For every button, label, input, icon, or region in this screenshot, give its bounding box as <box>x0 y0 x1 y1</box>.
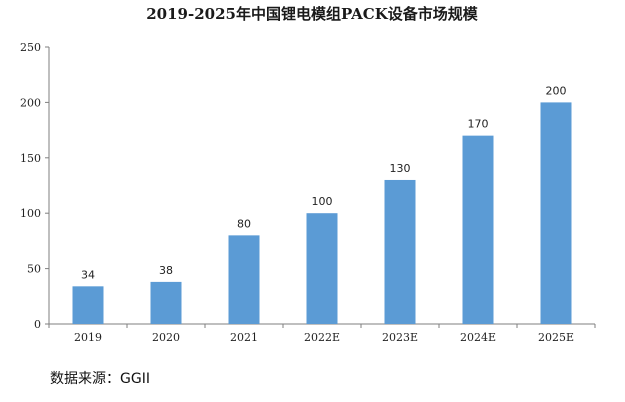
data-label-2024e: 170 <box>468 118 489 131</box>
bar-2019 <box>72 286 104 324</box>
data-label-2019: 34 <box>81 268 95 281</box>
data-label-2021: 80 <box>237 217 251 230</box>
x-tick-label-2023e: 2023E <box>382 331 418 344</box>
x-axis: 2019 2020 2021 2022E 2023E 2024E 2025E <box>48 323 596 344</box>
data-source-note: 数据来源：GGII <box>50 371 150 387</box>
x-tick-label-2022e: 2022E <box>304 331 340 344</box>
bar-2025e <box>540 102 572 325</box>
y-tick-label: 150 <box>20 152 41 165</box>
bar-2020 <box>150 281 182 324</box>
x-tick-label-2024e: 2024E <box>460 331 496 344</box>
bar-2022e <box>306 213 338 324</box>
data-label-2022e: 100 <box>312 195 333 208</box>
data-label-2020: 38 <box>159 264 173 277</box>
y-tick-label: 50 <box>27 263 41 276</box>
data-label-2023e: 130 <box>390 162 411 175</box>
y-tick-label: 0 <box>34 318 41 331</box>
bar-2023e <box>384 179 416 324</box>
x-tick-label-2025e: 2025E <box>538 331 574 344</box>
bar-2024e <box>462 135 494 324</box>
x-tick-label-2019: 2019 <box>74 331 102 344</box>
y-tick-label: 200 <box>20 96 41 109</box>
data-labels: 34 38 80 100 130 170 200 <box>81 84 567 281</box>
x-tick-label-2020: 2020 <box>152 331 180 344</box>
y-tick-label: 250 <box>20 41 41 54</box>
chart-title: 2019-2025年中国锂电模组PACK设备市场规模 <box>146 5 479 23</box>
bar-2021 <box>228 235 260 324</box>
y-tick-label: 100 <box>20 207 41 220</box>
bar-series <box>72 102 572 325</box>
y-axis: 0 50 100 150 200 250 <box>20 41 50 331</box>
x-tick-label-2021: 2021 <box>230 331 258 344</box>
data-label-2025e: 200 <box>546 84 567 97</box>
